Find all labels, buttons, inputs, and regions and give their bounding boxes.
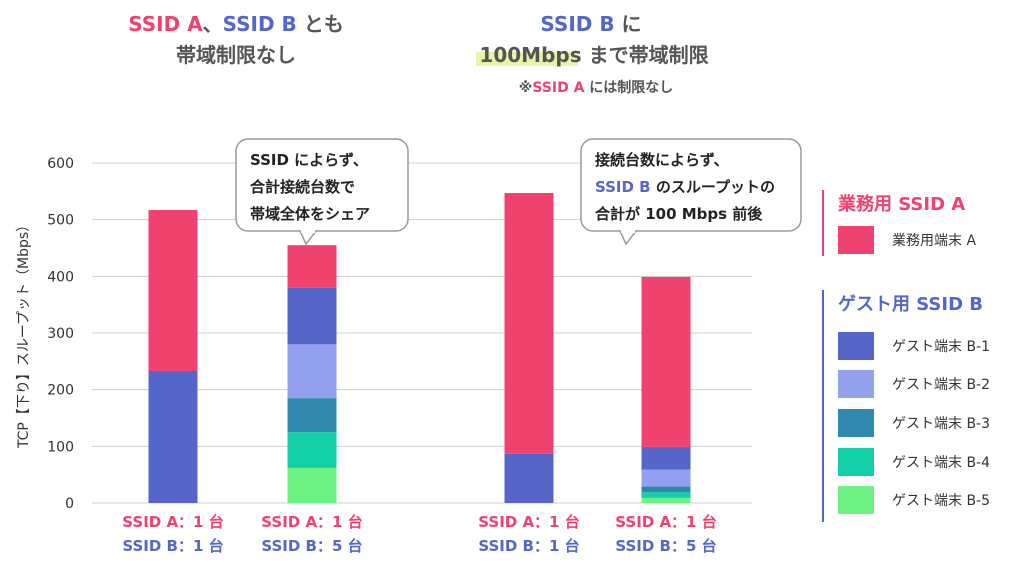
callout-tail-mask xyxy=(621,229,635,233)
left-heading-line1-seg: SSID B xyxy=(223,12,297,36)
right-heading-note: ※SSID A には制限なし xyxy=(519,79,674,96)
left-heading-line1-seg: 、 xyxy=(203,12,223,36)
bar-segment xyxy=(287,287,337,345)
x-label-ssid-a: SSID A：1 台 xyxy=(478,513,579,531)
legend-swatch xyxy=(838,332,874,360)
right-heading-note-seg: ※ xyxy=(519,80,533,96)
callout-line-seg: 合計接続台数で xyxy=(249,178,355,196)
y-tick-label: 500 xyxy=(47,213,74,229)
legend-item-label: ゲスト端末 B-3 xyxy=(892,416,990,432)
legend-swatch xyxy=(838,370,874,398)
y-axis: 0 100 200 300 400 500 600 TCP【下り】スループット（Mbps） xyxy=(16,156,74,512)
right-heading-note-seg: SSID A xyxy=(532,80,584,96)
callout-line-seg: のスループットの xyxy=(651,178,775,196)
legend-swatch xyxy=(838,448,874,476)
callout-box xyxy=(580,138,802,232)
x-label-ssid-b: SSID B：5 台 xyxy=(261,537,362,555)
right-heading-line2-seg: まで帯域制限 xyxy=(582,43,709,67)
x-label-ssid-b: SSID B：5 台 xyxy=(615,537,716,555)
y-tick-label: 300 xyxy=(47,326,74,342)
x-axis-labels: SSID A：1 台 SSID B：1 台 SSID A：1 台 SSID B：5 台… xyxy=(122,513,716,555)
bar-segment xyxy=(641,469,691,487)
bar-segment xyxy=(641,446,691,470)
callout-line: 合計が 100 Mbps 前後 xyxy=(594,205,763,223)
left-heading-line2: 帯域制限なし xyxy=(176,43,296,67)
bar-segment xyxy=(504,193,554,454)
bar-segment xyxy=(148,370,198,503)
bar-segment xyxy=(641,276,691,447)
right-heading-line1-seg: に xyxy=(615,12,642,36)
callout-line: 帯域全体をシェア xyxy=(250,205,370,223)
right-heading-note-seg: には制限なし xyxy=(584,79,673,96)
callout-line: 合計接続台数で xyxy=(249,178,355,196)
right-heading-line1-seg: SSID B xyxy=(540,12,614,36)
y-tick-label: 100 xyxy=(47,439,74,455)
callout-line: 接続台数によらず、 xyxy=(595,151,729,169)
legend-item-label: ゲスト端末 B-4 xyxy=(892,455,990,471)
bar-segment xyxy=(287,398,337,433)
bar-segment xyxy=(287,245,337,288)
bar-segment xyxy=(641,492,691,498)
x-label-ssid-a: SSID A：1 台 xyxy=(122,513,223,531)
right-heading-line1: SSID B に xyxy=(540,12,641,36)
legend-item-label: ゲスト端末 B-5 xyxy=(892,493,990,509)
legend-group-a-title: 業務用 SSID A xyxy=(837,193,965,215)
bars xyxy=(148,193,691,503)
bar-segment xyxy=(504,453,554,503)
bar-segment xyxy=(287,432,337,468)
legend-swatch xyxy=(838,486,874,514)
callout-line-seg: 合計が 100 Mbps 前後 xyxy=(594,205,763,223)
left-heading-line1: SSID A、SSID B とも xyxy=(128,12,344,36)
legend: 業務用 SSID A ゲスト用 SSID B 業務用端末 A ゲスト端末 B-1 ゲスト… xyxy=(822,190,990,522)
y-tick-label: 200 xyxy=(47,383,74,399)
x-label-ssid-b: SSID B：1 台 xyxy=(478,537,579,555)
x-label-ssid-a: SSID A：1 台 xyxy=(261,513,362,531)
callout-line-seg: 接続台数によらず、 xyxy=(595,151,729,169)
callout-tail-mask xyxy=(301,229,315,233)
callout-line: SSID B のスループットの xyxy=(595,178,775,196)
callout-line-seg: SSID によらず、 xyxy=(250,151,368,169)
legend-item-label: ゲスト端末 B-2 xyxy=(892,377,990,393)
bar-segment xyxy=(641,497,691,503)
right-heading-line2: 100Mbps まで帯域制限 xyxy=(479,43,708,67)
legend-item-label: ゲスト端末 B-1 xyxy=(892,339,990,355)
bar-segment xyxy=(287,344,337,399)
y-axis-title: TCP【下り】スループット（Mbps） xyxy=(16,218,32,449)
callout-line: SSID によらず、 xyxy=(250,151,368,169)
y-tick-label: 0 xyxy=(65,496,74,512)
legend-item-label: 業務用端末 A xyxy=(892,233,976,249)
left-heading-line1-seg: とも xyxy=(297,12,344,36)
highlight-marker xyxy=(476,52,578,66)
legend-swatch xyxy=(838,409,874,437)
callout-line-seg: SSID B xyxy=(595,178,651,196)
x-label-ssid-a: SSID A：1 台 xyxy=(615,513,716,531)
left-heading-line1-seg: SSID A xyxy=(128,12,203,36)
callout-box xyxy=(235,138,409,232)
legend-group-b-title: ゲスト用 SSID B xyxy=(838,293,983,315)
y-tick-label: 600 xyxy=(47,156,74,172)
right-heading-line2-seg: 100Mbps xyxy=(479,43,581,67)
bar-segment xyxy=(148,210,198,371)
y-tick-label: 400 xyxy=(47,269,74,285)
callout-line-seg: 帯域全体をシェア xyxy=(250,205,370,223)
bar-segment xyxy=(287,467,337,503)
bar-segment xyxy=(641,486,691,493)
legend-swatch xyxy=(838,226,874,254)
x-label-ssid-b: SSID B：1 台 xyxy=(122,537,223,555)
